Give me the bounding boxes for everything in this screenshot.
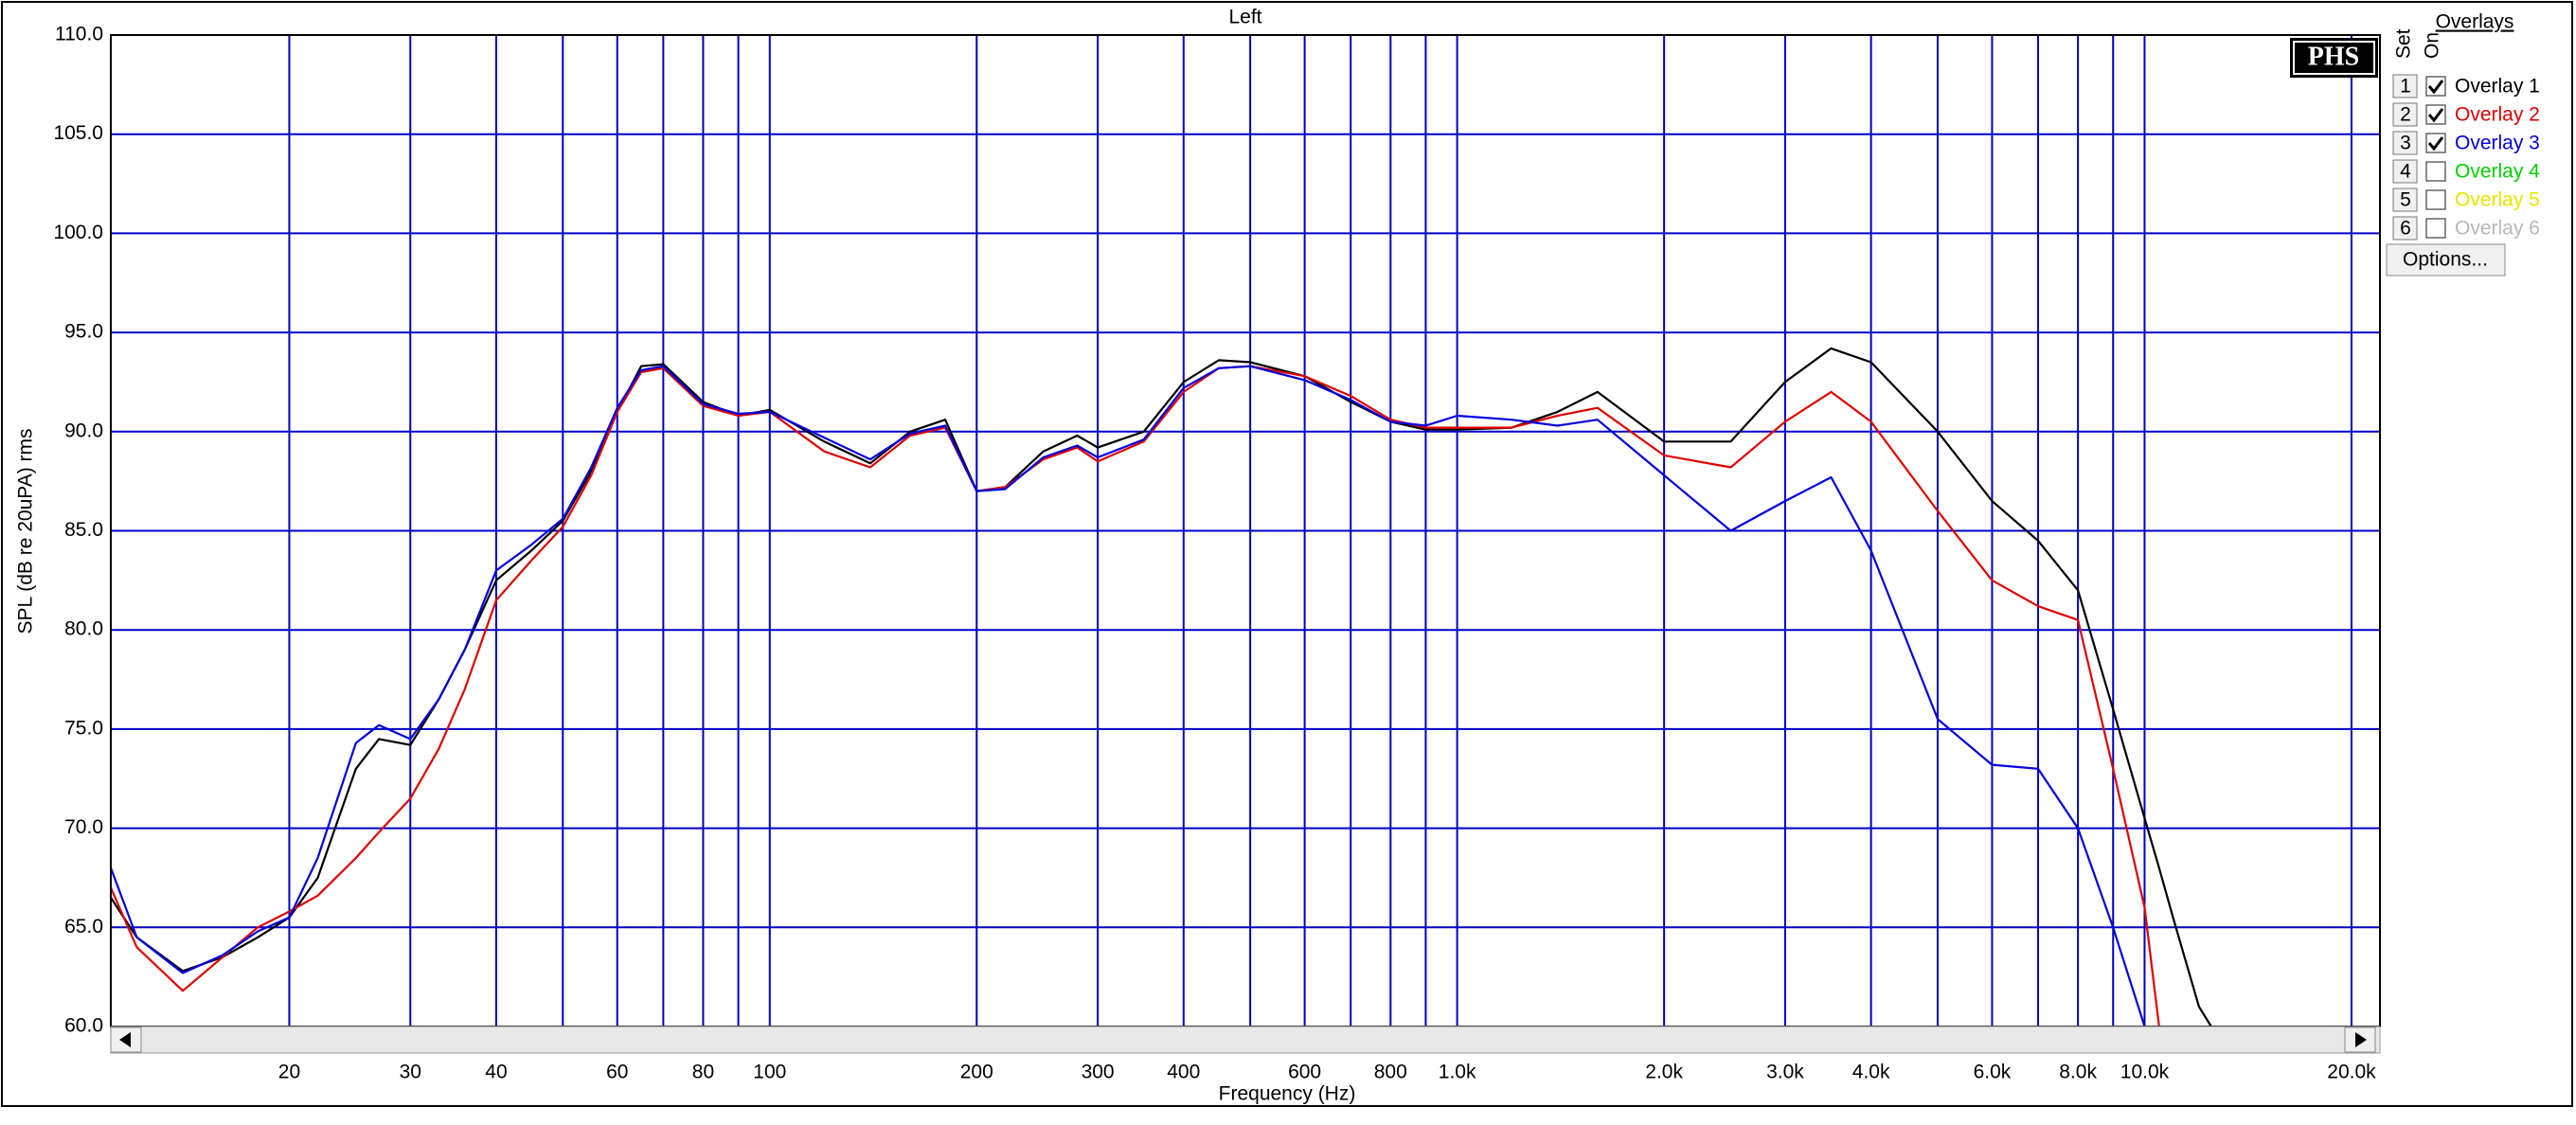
overlay-name[interactable]: Overlay 1 — [2455, 76, 2540, 98]
series-group — [111, 347, 2212, 1027]
overlay-name[interactable]: Overlay 6 — [2455, 218, 2540, 240]
overlay-checkbox[interactable] — [2425, 218, 2446, 239]
scrollbar[interactable] — [110, 1026, 2381, 1054]
x-tick-label: 4.0k — [1852, 1062, 1890, 1083]
x-tick-label: 100 — [753, 1062, 786, 1083]
set-button[interactable] — [2392, 74, 2418, 98]
set-number[interactable]: 5 — [2400, 189, 2411, 211]
set-button[interactable] — [2392, 216, 2418, 241]
set-column-label: Set — [2393, 28, 2415, 59]
checkmark — [2427, 108, 2444, 123]
x-tick-label: 20 — [278, 1062, 300, 1083]
series-line — [111, 365, 2160, 1027]
y-tick-label: 95.0 — [64, 321, 103, 343]
set-button[interactable] — [2392, 102, 2418, 127]
x-tick-label: 20.0k — [2327, 1062, 2376, 1083]
set-number[interactable]: 3 — [2400, 133, 2411, 154]
overlay-panel-title: Overlays — [2436, 11, 2514, 33]
overlay-name[interactable]: Overlay 3 — [2455, 133, 2540, 154]
y-tick-label: 100.0 — [53, 222, 103, 243]
overlay-name[interactable]: Overlay 2 — [2455, 104, 2540, 126]
y-tick-label: 60.0 — [64, 1015, 103, 1037]
x-tick-label: 8.0k — [2059, 1062, 2097, 1083]
overlay-checkbox[interactable] — [2425, 189, 2446, 210]
series-line — [111, 365, 2146, 1027]
set-number[interactable]: 6 — [2400, 218, 2411, 240]
checkmark — [2427, 80, 2444, 95]
y-tick-label: 90.0 — [64, 420, 103, 441]
badge-inner — [2293, 41, 2375, 75]
chart-title: Left — [1228, 7, 1261, 28]
x-tick-label: 2.0k — [1645, 1062, 1683, 1083]
y-tick-label: 75.0 — [64, 717, 103, 739]
x-tick-label: 300 — [1082, 1062, 1115, 1083]
x-tick-label: 60 — [606, 1062, 628, 1083]
options-button[interactable] — [2386, 243, 2506, 277]
x-tick-label: 80 — [692, 1062, 714, 1083]
x-tick-label: 200 — [960, 1062, 993, 1083]
y-tick-label: 105.0 — [53, 122, 103, 144]
y-tick-label: 85.0 — [64, 519, 103, 541]
x-tick-label: 6.0k — [1974, 1062, 2012, 1083]
overlay-name[interactable]: Overlay 4 — [2455, 161, 2540, 183]
badge-text: PHS — [2308, 42, 2359, 71]
set-button[interactable] — [2392, 159, 2418, 184]
y-tick-label: 70.0 — [64, 816, 103, 838]
set-number[interactable]: 4 — [2400, 161, 2411, 183]
x-axis-label: Frequency (Hz) — [1219, 1083, 1356, 1105]
x-tick-label: 40 — [485, 1062, 507, 1083]
y-tick-label: 110.0 — [55, 24, 103, 45]
checkmark — [2427, 136, 2444, 152]
x-tick-label: 10.0k — [2120, 1062, 2170, 1083]
x-tick-label: 3.0k — [1766, 1062, 1804, 1083]
set-number[interactable]: 2 — [2400, 104, 2411, 126]
options-button-label[interactable]: Options... — [2403, 249, 2488, 271]
series-line — [111, 347, 2212, 1027]
set-button[interactable] — [2392, 188, 2418, 212]
y-tick-label: 65.0 — [64, 916, 103, 938]
x-tick-label: 30 — [400, 1062, 421, 1083]
x-tick-label: 400 — [1167, 1062, 1200, 1083]
scroll-left-arrow — [119, 1032, 131, 1047]
x-tick-label: 600 — [1288, 1062, 1321, 1083]
overlay-checkbox[interactable] — [2425, 161, 2446, 182]
y-tick-label: 80.0 — [64, 618, 103, 640]
x-tick-label: 800 — [1374, 1062, 1407, 1083]
on-column-label: On — [2422, 32, 2443, 59]
x-tick-label: 1.0k — [1439, 1062, 1476, 1083]
overlay-list: 1 Overlay 1 2 Overlay 2 3 Overlay 3 4 Overlay 4… — [2392, 74, 2540, 241]
y-axis-label: SPL (dB re 20uPA) rms — [15, 428, 37, 634]
set-button[interactable] — [2392, 131, 2418, 155]
set-number[interactable]: 1 — [2400, 76, 2411, 98]
overlay-name[interactable]: Overlay 5 — [2455, 189, 2540, 211]
scroll-right-arrow — [2355, 1032, 2367, 1047]
badge-box — [2290, 38, 2378, 78]
